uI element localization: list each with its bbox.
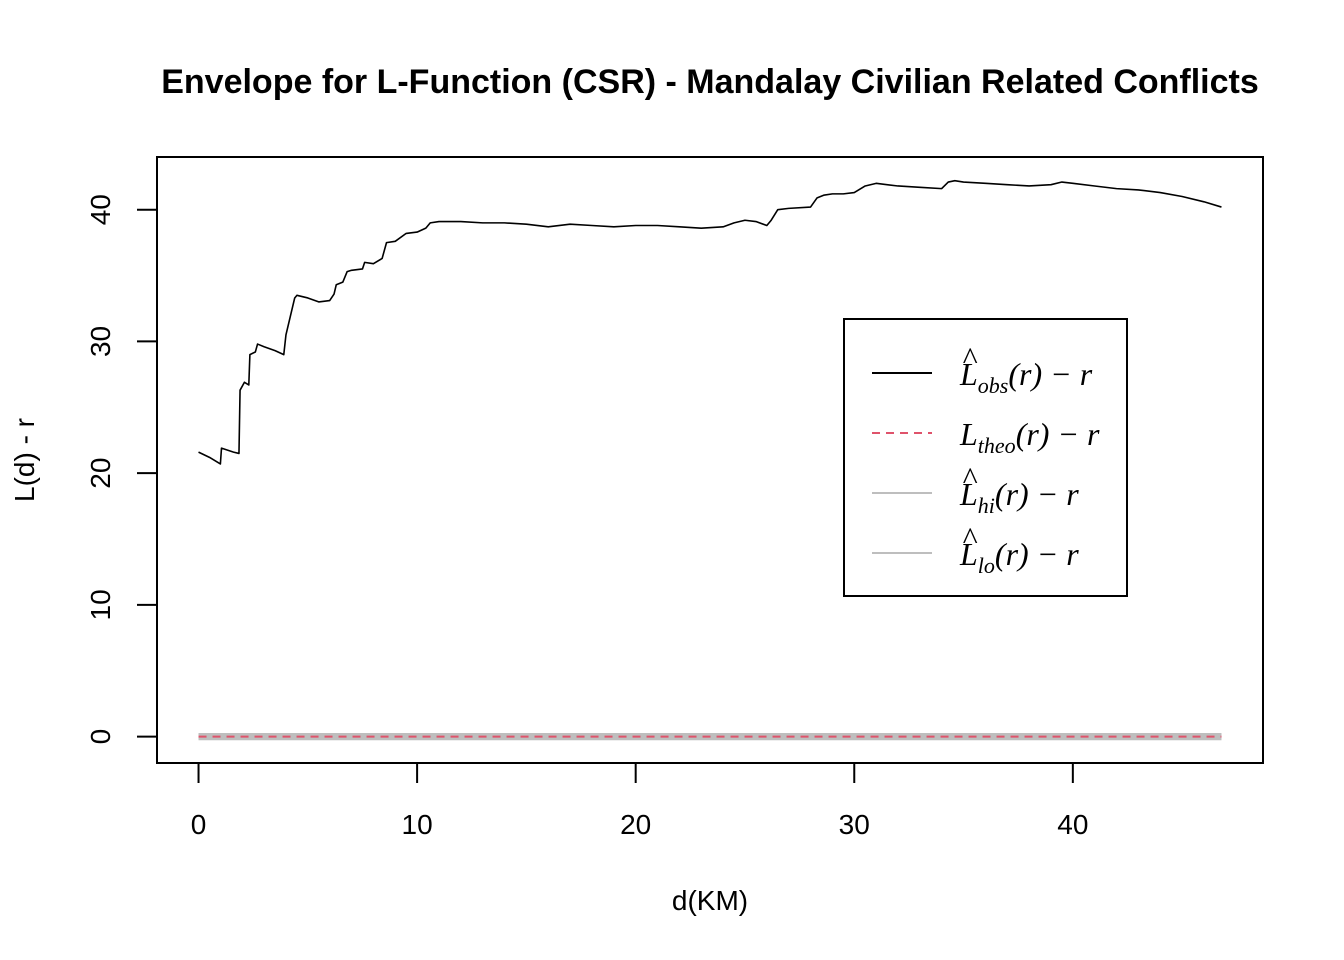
legend-label-obs: Lobs(r) − r bbox=[959, 356, 1093, 398]
legend-hat-lo: ^ bbox=[962, 520, 978, 556]
y-axis: 0 10 20 30 40 bbox=[85, 194, 158, 745]
series-layer bbox=[198, 179, 1222, 741]
x-tick-label: 40 bbox=[1057, 809, 1088, 840]
x-tick-label: 0 bbox=[191, 809, 207, 840]
x-axis: 0 10 20 30 40 bbox=[191, 762, 1088, 840]
legend-label-lo: Llo(r) − r bbox=[959, 536, 1079, 578]
x-tick-label: 30 bbox=[839, 809, 870, 840]
legend-label-theo: Ltheo(r) − r bbox=[959, 416, 1100, 458]
y-tick-label: 30 bbox=[85, 326, 116, 357]
y-tick-label: 20 bbox=[85, 458, 116, 489]
series-obs-line bbox=[198, 179, 1222, 465]
legend-label-hi: Lhi(r) − r bbox=[959, 476, 1079, 518]
legend-box bbox=[843, 318, 1128, 597]
y-tick-label: 40 bbox=[85, 194, 116, 225]
legend-hat-obs: ^ bbox=[962, 340, 978, 376]
x-tick-label: 10 bbox=[402, 809, 433, 840]
y-tick-label: 10 bbox=[85, 589, 116, 620]
y-tick-label: 0 bbox=[85, 729, 116, 745]
x-tick-label: 20 bbox=[620, 809, 651, 840]
x-axis-label: d(KM) bbox=[672, 885, 748, 916]
y-axis-label: L(d) - r bbox=[9, 418, 40, 502]
chart-title: Envelope for L-Function (CSR) - Mandalay… bbox=[161, 63, 1259, 101]
legend-hat-hi: ^ bbox=[962, 460, 978, 496]
